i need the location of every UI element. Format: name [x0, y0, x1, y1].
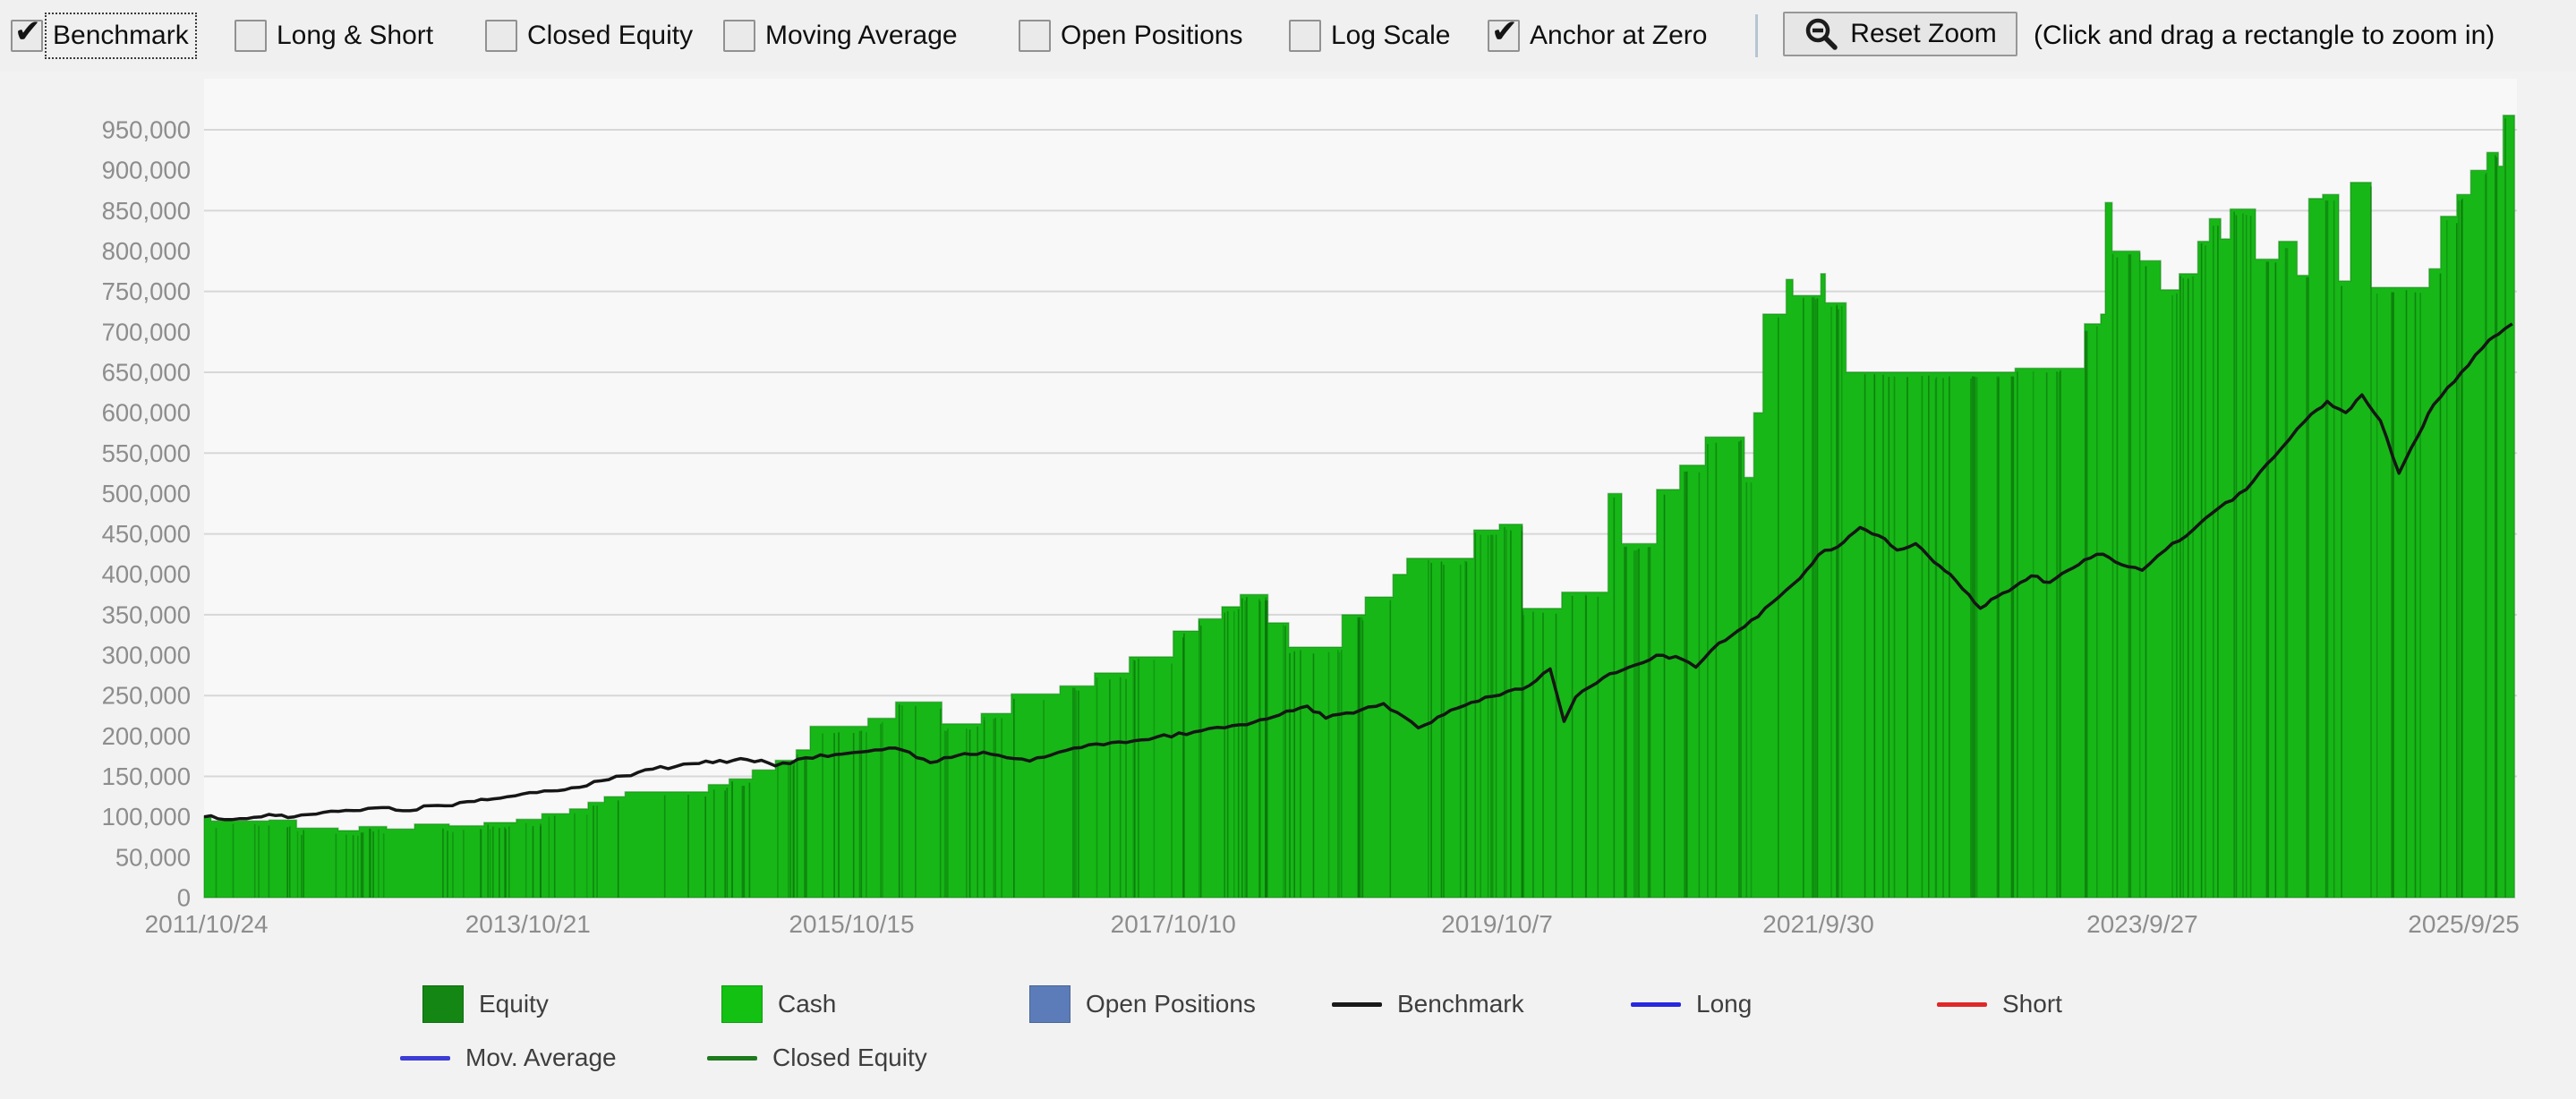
- chart-legend: Equity Cash Open Positions Benchmark Long Sho…: [0, 962, 2576, 1099]
- legend-swatch-mov-average: [400, 1055, 450, 1061]
- zoom-hint-text: (Click and drag a rectangle to zoom in): [2034, 21, 2495, 50]
- legend-label: Short: [2002, 990, 2062, 1018]
- checkbox-moving-average[interactable]: Moving Average: [723, 0, 958, 72]
- checkbox-long-short[interactable]: Long & Short: [235, 0, 433, 72]
- checkbox-closed-equity[interactable]: Closed Equity: [485, 0, 693, 72]
- checkbox-box[interactable]: [1289, 20, 1321, 52]
- x-axis-label: 2015/10/15: [789, 910, 914, 938]
- equity-drawdown-slivers: [215, 118, 2506, 898]
- checkbox-anchor-at-zero[interactable]: ✔ Anchor at Zero: [1488, 0, 1707, 72]
- checkbox-label[interactable]: Open Positions: [1061, 21, 1243, 50]
- benchmark-line: [203, 322, 2513, 822]
- cash-area: [203, 114, 2516, 899]
- x-axis-label: 2011/10/24: [145, 910, 269, 938]
- legend-label: Benchmark: [1397, 990, 1524, 1018]
- x-axis-label: 2017/10/10: [1111, 910, 1236, 938]
- y-axis-label: 800,000: [102, 237, 191, 265]
- y-axis-label: 900,000: [102, 157, 191, 184]
- x-axis-labels: 2011/10/24 2013/10/21 2015/10/15 2017/10/10…: [145, 910, 2520, 938]
- legend-item-cash: Cash: [721, 984, 836, 1025]
- y-axis-label: 450,000: [102, 520, 191, 548]
- legend-label: Closed Equity: [772, 1044, 927, 1071]
- legend-swatch-short: [1937, 1001, 1987, 1007]
- legend-label: Cash: [778, 990, 837, 1018]
- y-axis-label: 700,000: [102, 318, 191, 345]
- x-axis-label: 2013/10/21: [465, 910, 591, 938]
- x-axis-label: 2019/10/7: [1441, 910, 1553, 938]
- y-axis-label: 250,000: [102, 682, 191, 710]
- y-axis-label: 600,000: [102, 399, 191, 427]
- checkbox-log-scale[interactable]: Log Scale: [1289, 0, 1450, 72]
- checkbox-box[interactable]: ✔: [1488, 13, 1520, 52]
- y-axis-label: 850,000: [102, 197, 191, 225]
- y-axis-label: 100,000: [102, 803, 191, 831]
- equity-chart-plot[interactable]: 0 50,000 100,000 150,000 200,000 250,000 300,0…: [0, 72, 2576, 962]
- legend-swatch-cash: [721, 985, 763, 1023]
- x-axis-label: 2025/9/25: [2408, 910, 2520, 938]
- checkmark-icon: ✔: [13, 13, 42, 50]
- checkbox-box[interactable]: [1019, 20, 1051, 52]
- y-axis-label: 50,000: [115, 843, 191, 871]
- legend-item-short: Short: [1937, 984, 2062, 1025]
- y-axis-label: 0: [177, 884, 191, 912]
- toolbar-separator: [1755, 14, 1758, 57]
- y-axis-label: 200,000: [102, 722, 191, 750]
- y-axis-label: 350,000: [102, 601, 191, 628]
- legend-swatch-benchmark: [1332, 1001, 1382, 1007]
- toolbar: ✔ Benchmark Long & Short Closed Equity Movin…: [0, 0, 2576, 72]
- checkbox-label[interactable]: Closed Equity: [527, 21, 694, 50]
- legend-item-mov-average: Mov. Average: [400, 1037, 617, 1078]
- y-axis-label: 150,000: [102, 762, 191, 790]
- checkbox-label[interactable]: Benchmark: [45, 13, 197, 59]
- legend-label: Equity: [479, 990, 549, 1018]
- y-axis-label: 750,000: [102, 277, 191, 305]
- y-axis-label: 400,000: [102, 560, 191, 588]
- checkbox-label[interactable]: Anchor at Zero: [1530, 21, 1708, 50]
- legend-swatch-open-positions: [1029, 985, 1070, 1023]
- y-axis-labels: 0 50,000 100,000 150,000 200,000 250,000 300,0…: [102, 116, 191, 912]
- y-axis-label: 950,000: [102, 116, 191, 144]
- x-axis-label: 2021/9/30: [1762, 910, 1874, 938]
- zoom-out-icon: [1804, 16, 1839, 52]
- y-axis-label: 300,000: [102, 642, 191, 669]
- checkbox-box[interactable]: [485, 20, 517, 52]
- y-axis-label: 500,000: [102, 480, 191, 507]
- legend-swatch-equity: [422, 985, 464, 1023]
- legend-item-equity: Equity: [422, 984, 549, 1025]
- legend-item-long: Long: [1631, 984, 1752, 1025]
- checkbox-box[interactable]: [723, 20, 755, 52]
- legend-item-open-positions: Open Positions: [1029, 984, 1256, 1025]
- reset-zoom-label: Reset Zoom: [1850, 19, 1997, 48]
- checkbox-box[interactable]: [235, 20, 267, 52]
- legend-swatch-long: [1631, 1001, 1681, 1007]
- checkbox-label[interactable]: Moving Average: [765, 21, 958, 50]
- y-axis-label: 650,000: [102, 358, 191, 386]
- legend-item-closed-equity: Closed Equity: [707, 1037, 927, 1078]
- checkbox-box[interactable]: ✔: [11, 13, 43, 52]
- checkbox-open-positions[interactable]: Open Positions: [1019, 0, 1242, 72]
- reset-zoom-button[interactable]: Reset Zoom: [1783, 12, 2017, 56]
- checkbox-benchmark[interactable]: ✔ Benchmark: [11, 0, 197, 72]
- legend-item-benchmark: Benchmark: [1332, 984, 1524, 1025]
- legend-label: Mov. Average: [465, 1044, 617, 1071]
- checkbox-label[interactable]: Log Scale: [1331, 21, 1451, 50]
- checkbox-label[interactable]: Long & Short: [277, 21, 434, 50]
- y-axis-label: 550,000: [102, 439, 191, 467]
- legend-label: Open Positions: [1086, 990, 1256, 1018]
- legend-label: Long: [1696, 990, 1753, 1018]
- legend-swatch-closed-equity: [707, 1055, 757, 1061]
- checkmark-icon: ✔: [1490, 13, 1519, 50]
- x-axis-label: 2023/9/27: [2086, 910, 2198, 938]
